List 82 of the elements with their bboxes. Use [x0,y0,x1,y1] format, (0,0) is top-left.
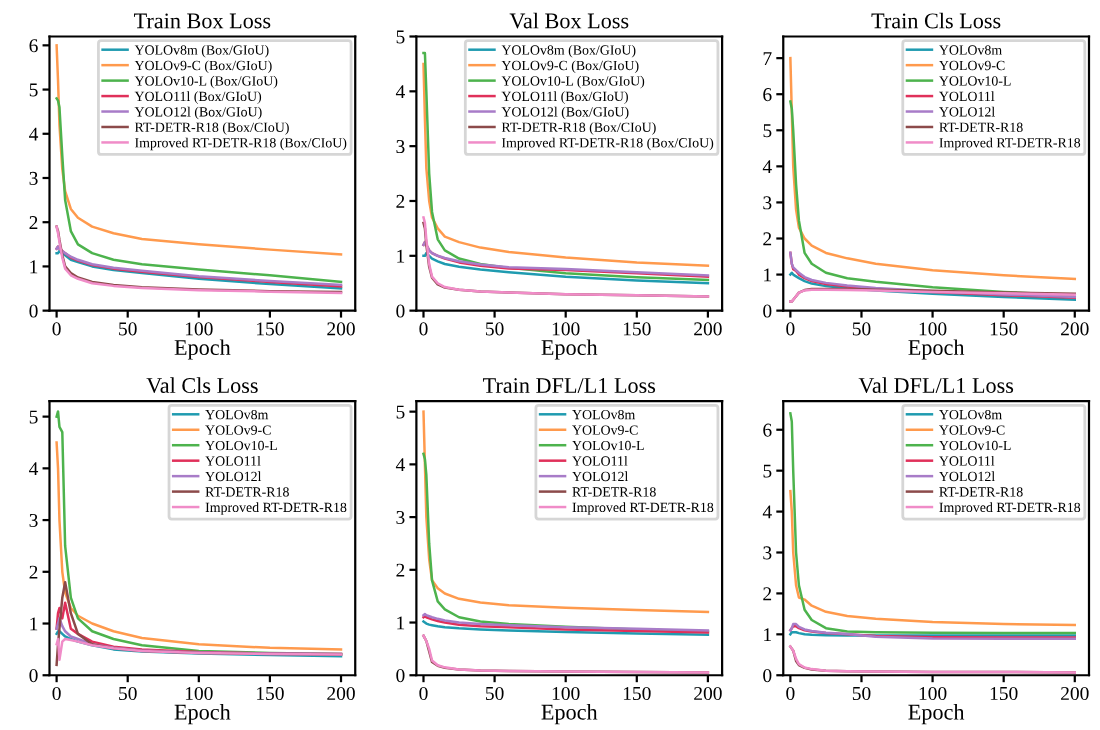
y-tick-label: 2 [763,232,772,246]
y-tick-label: 6 [763,423,772,437]
y-tick-label: 3 [29,513,38,528]
chart-title: Val Box Loss [509,12,629,29]
x-axis-title: Epoch [174,339,231,360]
y-tick-label: 2 [763,587,772,601]
x-axis-title: Epoch [541,703,598,725]
y-tick-label: 3 [763,196,772,210]
x-tick-label: 100 [552,322,580,336]
x-tick-label: 100 [552,686,580,701]
y-tick-label: 2 [29,216,38,229]
y-tick-label: 0 [396,304,405,318]
y-tick-label: 1 [397,249,405,263]
y-tick-label: 4 [762,505,772,519]
y-tick-label: 4 [395,458,405,472]
y-tick-label: 1 [397,616,405,630]
y-tick-label: 0 [29,669,38,683]
x-tick-label: 0 [52,322,61,336]
y-tick-label: 3 [763,546,772,560]
y-tick-label: 0 [29,304,38,318]
y-tick-label: 1 [764,628,771,642]
y-tick-label: 0 [396,669,405,683]
x-tick-label: 50 [119,686,137,701]
y-tick-label: 6 [29,39,38,53]
chart-title: Train Cls Loss [871,12,1001,29]
y-tick-label: 0 [763,669,772,683]
x-tick-label: 50 [852,322,871,336]
y-tick-label: 2 [396,563,405,577]
x-tick-label: 100 [185,686,213,701]
y-tick-label: 4 [762,160,772,174]
x-axis-title: Epoch [908,339,965,360]
x-tick-label: 50 [486,322,504,336]
x-tick-label: 0 [786,686,795,701]
y-tick-label: 6 [763,88,772,102]
chart-title: Val DFL/L1 Loss [858,377,1014,394]
y-tick-label: 5 [763,464,772,478]
x-tick-label: 100 [919,686,947,701]
x-tick-label: 0 [419,686,428,701]
y-tick-label: 5 [396,30,405,44]
x-tick-label: 150 [990,686,1018,701]
y-tick-label: 5 [396,405,405,419]
x-axis-title: Epoch [908,703,965,725]
y-tick-label: 0 [763,304,772,318]
x-tick-label: 0 [52,686,61,701]
y-tick-label: 3 [396,510,405,525]
x-tick-label: 0 [786,322,795,336]
x-tick-label: 50 [486,686,504,701]
x-tick-label: 200 [1061,686,1089,701]
x-axis-title: Epoch [174,703,231,725]
y-tick-label: 3 [396,140,405,154]
x-tick-label: 150 [623,686,651,701]
x-tick-label: 150 [257,686,284,701]
y-tick-label: 5 [763,124,772,138]
x-tick-label: 200 [327,686,355,701]
chart-title: Train DFL/L1 Loss [483,378,656,393]
y-tick-label: 1 [30,260,38,274]
y-tick-label: 5 [29,83,38,97]
y-tick-label: 2 [396,194,405,208]
x-tick-label: 0 [419,322,428,336]
x-tick-label: 100 [185,322,213,336]
chart-title: Val Cls Loss [146,377,258,394]
y-tick-label: 4 [29,462,39,476]
x-tick-label: 200 [694,322,722,336]
y-tick-label: 5 [29,410,38,424]
y-tick-label: 3 [29,171,38,185]
y-tick-label: 1 [764,268,771,282]
x-tick-label: 100 [919,322,947,336]
y-tick-label: 1 [30,617,38,631]
x-tick-label: 150 [990,322,1018,336]
y-tick-label: 7 [763,52,772,65]
chart-title: Train Box Loss [134,13,271,29]
y-tick-label: 2 [29,565,38,579]
x-tick-label: 150 [623,322,651,336]
x-axis-title: Epoch [541,339,598,360]
x-tick-label: 200 [694,686,722,701]
y-tick-label: 4 [29,127,39,141]
x-tick-label: 200 [327,322,355,336]
x-tick-label: 200 [1061,322,1089,336]
x-tick-label: 50 [119,322,137,336]
x-tick-label: 50 [852,686,871,701]
y-tick-label: 4 [395,85,405,99]
x-tick-label: 150 [257,322,284,336]
